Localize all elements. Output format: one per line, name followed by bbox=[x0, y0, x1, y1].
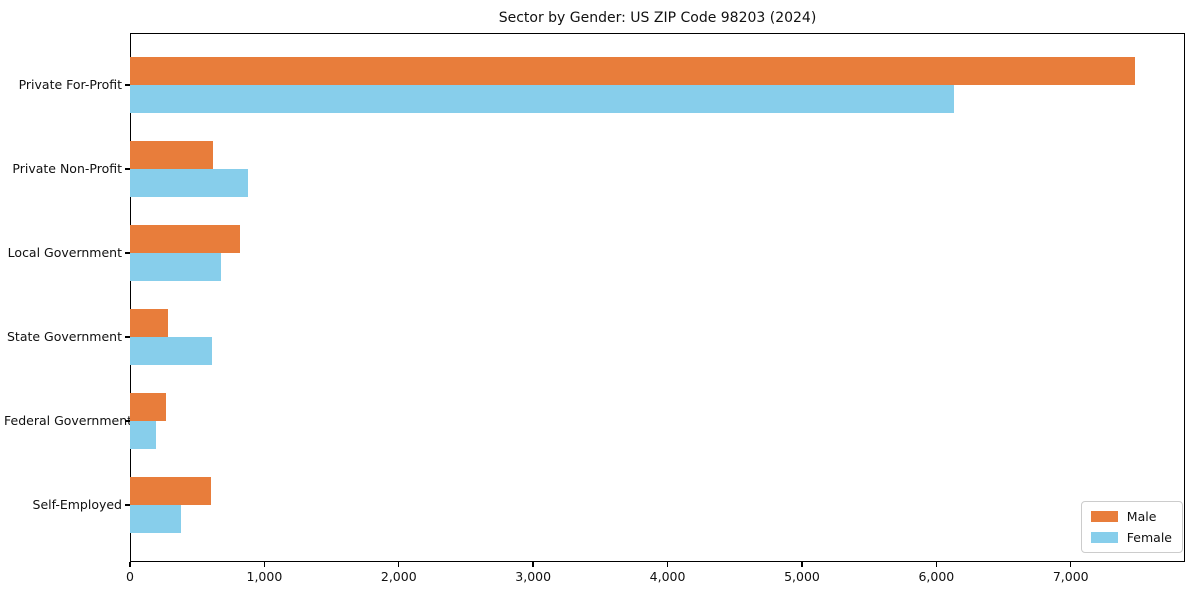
ytick-mark bbox=[125, 252, 130, 254]
bar-male-state-government bbox=[130, 309, 168, 337]
ytick-mark bbox=[125, 168, 130, 170]
legend-label-female: Female bbox=[1126, 530, 1172, 545]
bar-female-self-employed bbox=[130, 505, 182, 533]
legend-swatch-female bbox=[1090, 532, 1118, 543]
xtick-label-7000: 7,000 bbox=[1052, 569, 1089, 584]
xtick-mark bbox=[801, 562, 803, 567]
legend: Male Female bbox=[1080, 501, 1183, 553]
ytick-mark bbox=[125, 84, 130, 86]
bar-female-local-government bbox=[130, 253, 222, 281]
chart-title: Sector by Gender: US ZIP Code 98203 (202… bbox=[498, 10, 817, 26]
bar-female-private-non-profit bbox=[130, 169, 249, 197]
bar-male-local-government bbox=[130, 225, 240, 253]
bar-female-private-for-profit bbox=[130, 85, 954, 113]
xtick-mark bbox=[398, 562, 400, 567]
xtick-label-3000: 3,000 bbox=[515, 569, 552, 584]
ytick-mark bbox=[125, 336, 130, 338]
xtick-label-6000: 6,000 bbox=[918, 569, 955, 584]
legend-swatch-male bbox=[1090, 511, 1118, 522]
bar-male-private-non-profit bbox=[130, 141, 214, 169]
xtick-label-4000: 4,000 bbox=[649, 569, 686, 584]
legend-label-male: Male bbox=[1126, 509, 1157, 524]
xtick-mark bbox=[263, 562, 266, 567]
xtick-mark bbox=[666, 562, 669, 567]
xtick-mark bbox=[129, 562, 131, 567]
xtick-mark bbox=[935, 562, 938, 567]
xtick-label-1000: 1,000 bbox=[246, 569, 283, 584]
bar-male-federal-government bbox=[130, 393, 166, 421]
bar-female-state-government bbox=[130, 337, 212, 365]
legend-entry-female: Female bbox=[1090, 530, 1172, 545]
xtick-label-0: 0 bbox=[126, 569, 134, 584]
xtick-mark bbox=[532, 562, 534, 567]
xtick-label-2000: 2,000 bbox=[380, 569, 417, 584]
ytick-label-state-government: State Government bbox=[6, 329, 122, 344]
xtick-label-5000: 5,000 bbox=[784, 569, 820, 584]
ytick-label-federal-government: Federal Government bbox=[4, 413, 133, 428]
xtick-mark bbox=[1070, 562, 1072, 567]
legend-entry-male: Male bbox=[1090, 509, 1172, 524]
ytick-label-private-for-profit: Private For-Profit bbox=[18, 77, 122, 92]
bar-male-private-for-profit bbox=[130, 57, 1136, 85]
ytick-mark bbox=[125, 504, 130, 506]
ytick-label-local-government: Local Government bbox=[7, 245, 122, 260]
ytick-label-self-employed: Self-Employed bbox=[32, 497, 122, 512]
plot-area bbox=[130, 33, 1185, 562]
bar-female-federal-government bbox=[130, 421, 156, 449]
ytick-mark bbox=[125, 420, 130, 422]
ytick-label-private-non-profit: Private Non-Profit bbox=[12, 161, 122, 176]
bar-male-self-employed bbox=[130, 477, 211, 505]
